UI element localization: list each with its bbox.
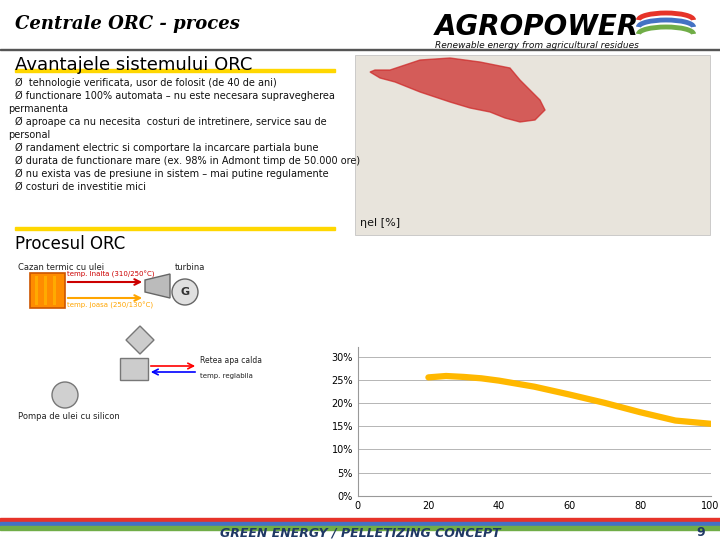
Polygon shape [145, 274, 170, 298]
Text: * Randamentul electric al modului ORC (se refera la incalzirea uleiului): * Randamentul electric al modului ORC (s… [358, 450, 606, 456]
Text: Cazan termic cu ulei: Cazan termic cu ulei [18, 263, 104, 272]
Polygon shape [126, 326, 154, 354]
Text: Renewable energy from agricultural residues: Renewable energy from agricultural resid… [435, 41, 639, 50]
Text: Ø randament electric si comportare la incarcare partiala bune: Ø randament electric si comportare la in… [15, 143, 318, 153]
Text: Ø aproape ca nu necesita  costuri de intretinere, service sau de: Ø aproape ca nu necesita costuri de intr… [15, 117, 327, 127]
Text: Procesul ORC: Procesul ORC [15, 235, 125, 253]
Text: GREEN ENERGY / PELLETIZING CONCEPT: GREEN ENERGY / PELLETIZING CONCEPT [220, 526, 500, 539]
Text: turbina: turbina [175, 263, 205, 272]
Text: personal: personal [8, 130, 50, 140]
Text: permanenta: permanenta [8, 104, 68, 114]
Text: temp. joasa (250/130°C): temp. joasa (250/130°C) [67, 302, 153, 309]
Text: Centrale ORC - proces: Centrale ORC - proces [15, 15, 240, 33]
Text: 9: 9 [696, 526, 705, 539]
Text: Pompa de ulei cu silicon: Pompa de ulei cu silicon [18, 412, 120, 421]
Bar [35, 276, 38, 305]
Polygon shape [370, 58, 545, 122]
Bar [355, 55, 710, 235]
Bar [30, 273, 65, 308]
Text: temp. retur [°C]: temp. retur [°C] [597, 453, 685, 463]
Bar [53, 276, 56, 305]
Text: Ø durata de functionare mare (ex. 98% in Admont timp de 50.000 ore): Ø durata de functionare mare (ex. 98% in… [15, 156, 360, 166]
Text: Ø functionare 100% automata – nu este necesara supravegherea: Ø functionare 100% automata – nu este ne… [15, 91, 335, 101]
Text: Ø  tehnologie verificata, usor de folosit (de 40 de ani): Ø tehnologie verificata, usor de folosit… [15, 78, 276, 88]
Bar [44, 276, 47, 305]
Circle shape [172, 279, 198, 305]
Text: Avantajele sistemului ORC: Avantajele sistemului ORC [15, 56, 253, 74]
Text: ηel [%]: ηel [%] [360, 218, 400, 228]
Text: temp. Inalta (310/250°C): temp. Inalta (310/250°C) [67, 271, 155, 278]
Text: temp. reglabila: temp. reglabila [200, 373, 253, 379]
Text: Ø costuri de investitie mici: Ø costuri de investitie mici [15, 182, 146, 192]
Bar [0, 526, 720, 530]
Circle shape [52, 382, 78, 408]
Bar [0, 49, 720, 50]
Bar [15, 226, 335, 230]
Text: Ø nu exista vas de presiune in sistem – mai putine regulamente: Ø nu exista vas de presiune in sistem – … [15, 169, 328, 179]
Text: G: G [181, 287, 189, 297]
Bar [120, 358, 148, 380]
Text: AGROPOWER: AGROPOWER [435, 13, 639, 41]
Bar [15, 69, 335, 72]
Bar [0, 518, 720, 522]
Text: Retea apa calda: Retea apa calda [200, 356, 262, 365]
Bar [0, 522, 720, 526]
